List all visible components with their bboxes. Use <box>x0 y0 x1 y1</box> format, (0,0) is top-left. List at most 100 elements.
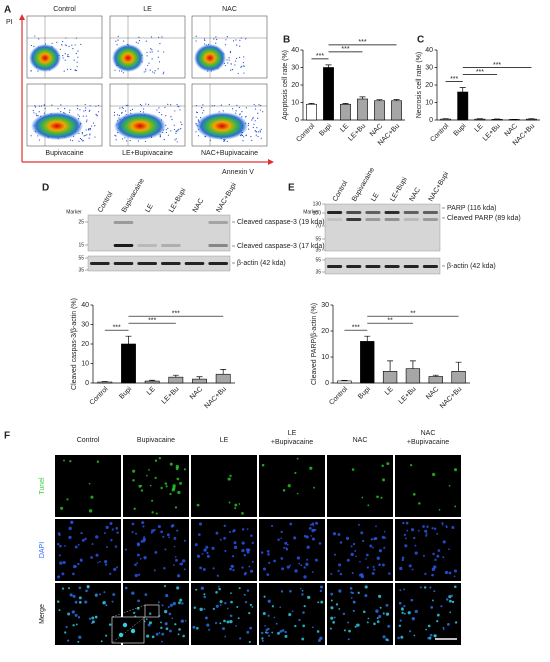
cell <box>203 593 206 596</box>
x-tick-label: Bupi <box>118 385 133 400</box>
event-dot <box>74 69 76 72</box>
cell <box>364 594 368 598</box>
blot-band <box>208 244 228 247</box>
cell <box>289 589 292 593</box>
event-dot <box>245 134 247 136</box>
cell <box>425 534 428 537</box>
cell <box>410 528 415 532</box>
cell <box>316 630 320 633</box>
event-dot <box>235 110 237 112</box>
event-dot <box>223 140 225 143</box>
event-dot <box>255 131 258 133</box>
cell <box>178 601 181 605</box>
cell <box>275 622 278 625</box>
lane-label: LE <box>144 203 155 214</box>
cell <box>135 532 138 535</box>
cell <box>104 563 108 566</box>
cell <box>153 528 156 531</box>
event-dot <box>89 105 91 107</box>
y-tick-label: 0 <box>429 117 433 124</box>
event-dot <box>38 38 40 40</box>
cell <box>232 529 236 532</box>
cell <box>350 545 353 548</box>
cell <box>319 585 324 589</box>
significance-label: *** <box>172 311 180 318</box>
event-dot <box>240 37 242 39</box>
cell <box>298 618 301 622</box>
cell <box>148 621 153 625</box>
cell <box>58 554 61 557</box>
cell <box>376 556 380 560</box>
flow-plot <box>26 83 103 147</box>
event-dot <box>64 53 66 55</box>
blot-band <box>113 221 134 224</box>
marker-size: 25 <box>78 219 84 225</box>
micrograph-bg <box>55 583 121 645</box>
panel-letter: A <box>4 5 11 16</box>
x-tick-label: LE+Bu <box>398 386 418 406</box>
lane-label: Control <box>97 190 115 213</box>
cell <box>330 572 333 575</box>
cell <box>330 592 334 596</box>
cell <box>229 619 233 624</box>
event-dot <box>118 114 121 117</box>
y-tick-label: 20 <box>321 328 329 335</box>
cell <box>373 568 376 571</box>
cell <box>277 538 280 541</box>
event-dot <box>257 117 259 119</box>
cell <box>75 623 78 626</box>
cell <box>366 566 369 569</box>
event-dot <box>149 51 151 53</box>
event-dot <box>56 41 58 43</box>
event-dot <box>239 56 241 59</box>
event-dot <box>87 129 90 131</box>
marker-size: 15 <box>78 242 84 248</box>
cell <box>72 594 76 598</box>
event-dot <box>84 109 87 112</box>
cell <box>268 561 271 564</box>
cell <box>444 570 449 575</box>
bar <box>457 91 469 121</box>
event-dot <box>86 134 88 136</box>
band-label: Cleaved caspase-3 (19 kda) <box>237 219 325 226</box>
cell <box>387 624 391 628</box>
cell <box>262 567 266 571</box>
event-dot <box>173 128 176 131</box>
cell <box>153 569 156 572</box>
cell <box>410 598 414 602</box>
cell <box>223 524 227 528</box>
cell <box>224 549 227 552</box>
event-dot <box>84 134 86 137</box>
event-dot <box>76 107 79 110</box>
cell <box>399 566 403 571</box>
event-dot <box>79 109 81 111</box>
cell <box>405 521 409 525</box>
micrograph-bg <box>395 455 461 517</box>
cell <box>134 563 137 567</box>
cell <box>351 468 355 471</box>
cell <box>241 566 244 569</box>
cell <box>312 626 314 629</box>
cell <box>78 635 82 639</box>
cell <box>432 552 435 556</box>
event-dot <box>33 45 35 47</box>
cell <box>219 622 222 625</box>
blot-band <box>327 265 343 268</box>
cell <box>70 522 73 524</box>
event-dot <box>180 121 182 123</box>
band-label: β-actin (42 kda) <box>237 260 286 267</box>
cell <box>171 524 175 527</box>
cell <box>337 533 341 536</box>
event-dot <box>235 39 237 41</box>
cell <box>212 607 215 610</box>
cell <box>249 603 253 607</box>
cell <box>358 573 362 577</box>
cell <box>365 558 367 560</box>
lane-label: LE+Bupi <box>168 187 188 214</box>
event-dot <box>121 111 123 114</box>
cell <box>149 612 152 615</box>
event-dot <box>96 115 98 117</box>
micrograph <box>259 455 325 517</box>
cell <box>90 556 93 559</box>
blot-band <box>422 265 438 268</box>
